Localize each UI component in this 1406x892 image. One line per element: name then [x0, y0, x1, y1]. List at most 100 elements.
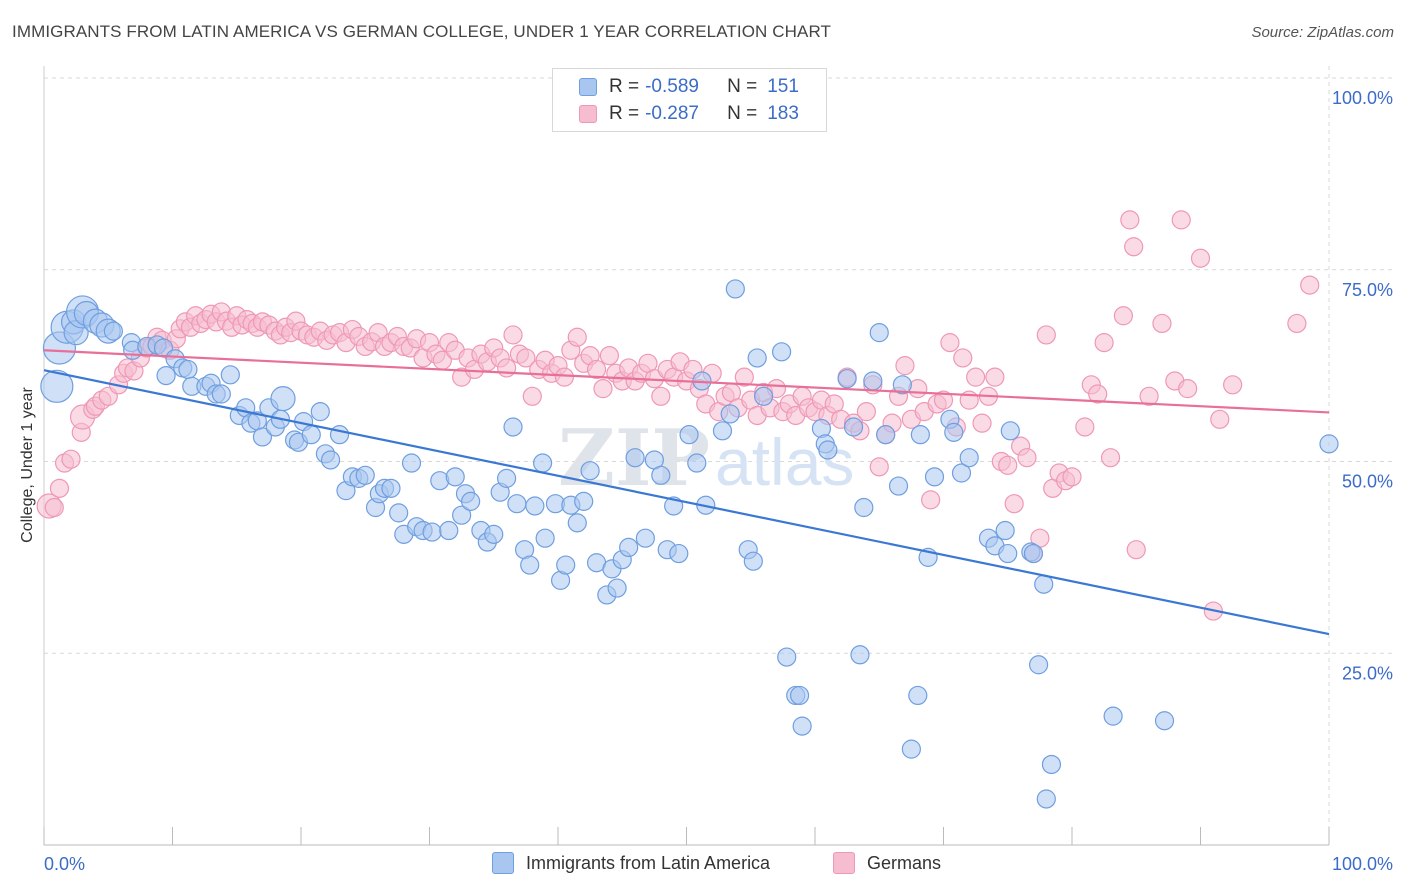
germans-point	[1126, 540, 1146, 560]
legend-swatch-blue	[579, 78, 597, 96]
legend-n-label: N =	[727, 103, 758, 124]
latin-america-point	[556, 555, 576, 575]
latin-america-point	[320, 450, 341, 470]
axes-layer	[43, 66, 1330, 846]
chart-title: IMMIGRANTS FROM LATIN AMERICA VS GERMAN …	[12, 22, 831, 41]
latin-america-point	[944, 422, 964, 442]
legend-r-value-pink: -0.287	[645, 103, 699, 124]
germans-point	[1152, 313, 1172, 334]
germans-point	[1017, 448, 1037, 468]
latin-america-point	[178, 359, 198, 380]
germans-point	[1210, 409, 1230, 429]
germans-point	[61, 449, 81, 469]
germans-point	[599, 346, 620, 366]
latin-america-point	[1000, 421, 1020, 441]
germans-point	[567, 327, 587, 347]
germans-point	[1120, 210, 1140, 230]
y-tick-label: 75.0%	[1342, 280, 1393, 300]
latin-america-point	[777, 647, 797, 667]
latin-america-point	[532, 453, 553, 473]
germans-point	[734, 367, 754, 387]
latin-america-point	[679, 425, 699, 445]
legend-n-value-blue: 151	[767, 76, 799, 97]
germans-point	[1287, 313, 1307, 334]
latin-america-point	[401, 453, 422, 473]
germans-point	[49, 478, 70, 498]
legend-n-value-pink: 183	[767, 103, 799, 124]
germans-point	[1171, 210, 1191, 230]
latin-america-trend-line	[43, 369, 1330, 636]
germans-point	[985, 367, 1005, 387]
latin-america-point	[924, 467, 945, 487]
latin-america-point	[461, 491, 481, 511]
latin-america-point	[959, 448, 979, 468]
series-swatch-blue	[492, 852, 514, 874]
latin-america-point	[607, 578, 627, 598]
latin-america-point	[329, 425, 350, 445]
germans-point	[1036, 325, 1056, 345]
latin-america-point	[743, 551, 763, 571]
latin-america-point	[720, 404, 740, 424]
series-label-blue: Immigrants from Latin America	[526, 852, 771, 873]
latin-america-point	[1023, 543, 1044, 564]
y-axis-label: College, Under 1 year	[19, 387, 36, 543]
germans-point	[554, 367, 575, 387]
latin-america-point	[843, 417, 864, 437]
latin-america-point	[1154, 711, 1175, 731]
series-swatch-pink	[833, 852, 855, 874]
germans-point	[869, 457, 889, 477]
latin-america-point	[725, 279, 745, 299]
germans-point	[1190, 248, 1211, 268]
latin-america-point	[869, 323, 889, 343]
latin-america-point	[567, 513, 587, 533]
latin-america-point	[747, 348, 767, 368]
latin-america-point	[892, 375, 912, 395]
germans-point	[522, 386, 542, 406]
germans-point	[586, 359, 607, 380]
latin-america-point	[771, 342, 792, 362]
series-legend-blue: Immigrants from Latin America	[492, 852, 770, 874]
germans-point	[497, 358, 517, 378]
watermark-atlas: atlas	[715, 425, 854, 499]
germans-point	[1075, 417, 1095, 437]
x-tick-label-right: 100.0%	[1332, 854, 1393, 874]
germans-point	[972, 413, 992, 433]
source-note: Source: ZipAtlas.com	[1251, 24, 1394, 41]
latin-america-point	[1041, 754, 1062, 775]
series-label-pink: Germans	[867, 852, 942, 873]
latin-america-point	[910, 425, 930, 445]
latin-america-point	[497, 468, 517, 488]
latin-america-point	[863, 371, 883, 391]
germans-point	[1178, 379, 1198, 399]
y-tick-label: 25.0%	[1342, 663, 1393, 683]
latin-america-point	[908, 685, 928, 706]
latin-america-point	[381, 478, 401, 498]
latin-america-point	[712, 421, 733, 441]
latin-america-point	[876, 425, 896, 445]
germans-point	[503, 325, 523, 345]
latin-america-point	[651, 465, 671, 485]
latin-america-point	[998, 543, 1018, 564]
x-tick-labels: 0.0% 100.0%	[44, 854, 1393, 874]
y-tick-label: 50.0%	[1342, 472, 1393, 492]
latin-america-point	[580, 461, 600, 481]
y-tick-labels: 100.0% 75.0% 50.0% 25.0%	[1332, 88, 1393, 683]
germans-point	[1113, 306, 1134, 326]
germans-point	[651, 386, 671, 406]
latin-america-point	[452, 505, 472, 525]
legend-row-blue: R = -0.589 N = 151	[579, 75, 799, 99]
germans-point	[44, 497, 64, 518]
latin-america-point	[837, 369, 857, 389]
germans-trend-line	[43, 349, 1330, 414]
latin-america-point	[818, 440, 838, 460]
latin-america-point	[211, 384, 231, 404]
latin-america-point	[625, 448, 645, 468]
latin-america-point	[355, 465, 375, 485]
correlation-legend: R = -0.589 N = 151 R = -0.287 N = 183	[552, 68, 827, 132]
series-legend-pink: Germans	[833, 852, 941, 874]
latin-america-point	[1028, 655, 1049, 675]
germans-point	[1062, 467, 1082, 487]
latin-america-point	[1319, 434, 1339, 454]
germans-point	[895, 356, 915, 376]
germans-point	[953, 348, 973, 368]
